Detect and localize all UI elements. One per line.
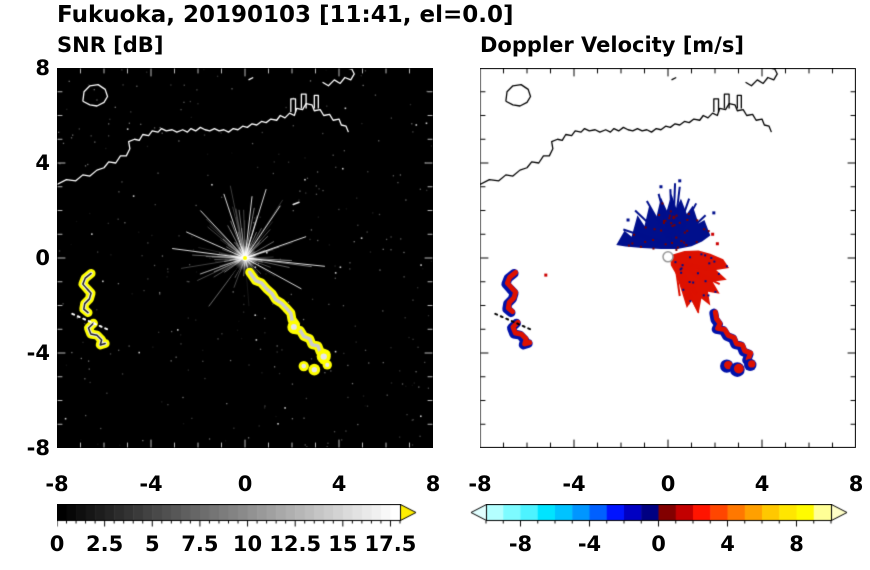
doppler-x-tick-label: 0 [660, 472, 676, 496]
doppler-colorbar [470, 504, 848, 528]
snr-x-tick-label: -4 [139, 472, 163, 496]
snr-colorbar-tick-label: 17.5 [364, 532, 417, 556]
snr-y-tick-label: -4 [26, 341, 50, 365]
snr-colorbar [57, 504, 417, 528]
snr-panel-title: SNR [dB] [57, 33, 164, 57]
snr-y-tick-label: 8 [35, 56, 50, 80]
snr-x-tick-label: -8 [45, 472, 69, 496]
doppler-colorbar-tick-label: 4 [720, 532, 735, 556]
snr-map-canvas [57, 68, 433, 448]
snr-x-tick-label: 0 [237, 472, 253, 496]
snr-x-tick-label: 8 [425, 472, 441, 496]
doppler-x-tick-label: 8 [848, 472, 864, 496]
figure-title: Fukuoka, 20190103 [11:41, el=0.0] [57, 2, 514, 28]
doppler-panel-title: Doppler Velocity [m/s] [480, 33, 744, 57]
doppler-x-tick-label: -8 [468, 472, 492, 496]
snr-colorbar-tick-label: 2.5 [86, 532, 124, 556]
snr-y-tick-label: -8 [26, 436, 50, 460]
snr-colorbar-tick-label: 12.5 [269, 532, 322, 556]
snr-colorbar-tick-label: 0 [49, 532, 65, 556]
doppler-colorbar-tick-label: -4 [577, 532, 602, 556]
snr-colorbar-tick-label: 7.5 [181, 532, 219, 556]
snr-colorbar-tick-label: 5 [144, 532, 160, 556]
doppler-x-tick-label: -4 [562, 472, 586, 496]
doppler-x-tick-label: 4 [754, 472, 770, 496]
doppler-colorbar-tick-label: -8 [508, 532, 533, 556]
doppler-map-canvas [480, 68, 856, 448]
snr-colorbar-tick-label: 15 [328, 532, 358, 556]
doppler-colorbar-tick-label: 8 [789, 532, 804, 556]
snr-x-tick-label: 4 [331, 472, 347, 496]
snr-colorbar-tick-label: 10 [232, 532, 263, 556]
snr-y-tick-label: 0 [35, 246, 50, 270]
doppler-colorbar-tick-label: 0 [651, 532, 666, 556]
snr-y-tick-label: 4 [35, 151, 50, 175]
